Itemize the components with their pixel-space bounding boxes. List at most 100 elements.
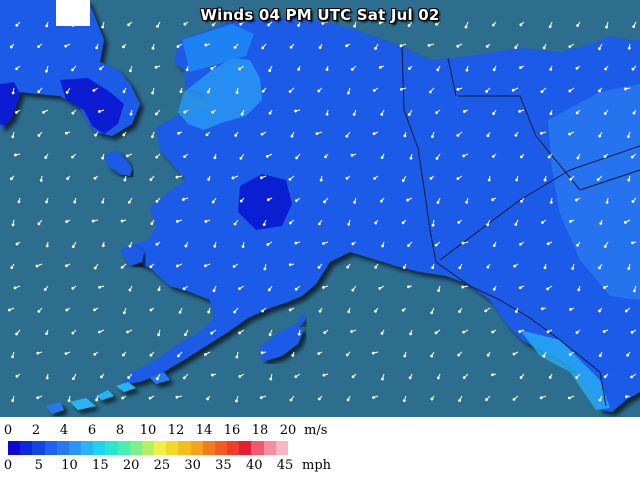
wind-arrow-head [542,46,546,50]
wind-arrow-head [603,375,607,379]
wind-arrow-head [92,88,96,92]
wind-arrow-head [71,245,75,249]
wind-arrow-head [571,267,575,270]
wind-arrow-head [568,132,571,136]
wind-arrow-head [126,154,129,158]
wind-arrow-head [42,110,45,114]
wind-arrow-head [408,67,411,71]
wind-arrow-head [598,266,601,270]
wind-arrow-head [95,46,99,50]
mph-tick-label: 20 [122,458,140,473]
wind-arrow-head [268,333,272,336]
wind-arrow-head [325,68,329,71]
wind-arrow-head [575,331,579,334]
wind-arrow-head [403,134,407,138]
wind-arrow-head [266,198,270,202]
southeast-bright-zone [520,330,610,410]
wind-arrow-head [11,135,15,139]
mph-tick-label: 0 [3,458,13,473]
wind-arrow-head [407,285,410,289]
wind-arrow-head [128,244,132,248]
wind-arrow-head [632,111,636,115]
wind-arrow-head [465,68,469,72]
wind-arrow-head [45,332,48,336]
wind-arrow-head [183,155,186,158]
wind-arrow-head [35,264,39,268]
wind-arrow-head [492,244,496,247]
wind-arrow-head [435,157,439,160]
scale-swatch [251,441,264,455]
wind-arrow-head [233,46,237,49]
wind-arrow-head [462,110,466,113]
wind-arrow-head [346,398,350,402]
wind-arrow-head [543,266,547,270]
mph-tick-label: 30 [184,458,201,473]
wind-arrow-head [373,177,376,180]
wind-arrow-head [407,244,410,247]
wind-arrow-head [211,110,215,114]
scale-swatch [117,441,130,455]
wind-arrow-head [149,353,153,357]
wind-arrow-head [576,156,580,160]
wind-arrow-head [15,67,18,71]
wind-arrow-head [352,113,356,116]
wind-arrow-head [99,67,102,71]
wind-arrow-head [372,396,375,399]
wind-arrow-head [323,331,327,335]
wind-arrows [7,21,637,403]
wind-arrow-head [37,90,41,94]
ms-tick-label: 14 [195,423,213,438]
wind-arrow-head [492,112,495,116]
wind-arrow-head [44,156,48,159]
wind-map[interactable]: Winds 04 PM UTC Sat Jul 02 [0,0,640,417]
wind-arrow-head [318,46,322,49]
wind-arrow-head [317,222,321,226]
wind-arrow-head [210,331,214,335]
wind-arrow-head [205,133,209,137]
wind-arrow-head [520,199,523,203]
wind-arrow-head [321,285,325,289]
ms-tick-label: 6 [87,423,97,438]
wind-arrow-head [487,178,491,182]
scale-swatch [32,441,45,455]
scale-swatch [68,441,82,455]
wind-arrow-head [437,289,441,292]
wind-arrow-head [122,353,125,357]
wind-arrow-head [513,264,517,268]
wind-arrow-head [289,45,293,49]
scale-swatch [93,441,106,455]
wind-arrow-head [624,87,627,91]
wind-arrow-head [45,69,48,73]
wind-arrow-head [289,398,293,402]
wind-arrow-head [350,330,354,333]
wind-arrow-head [568,353,572,356]
wind-arrow-head [403,354,407,358]
wind-arrow-head [568,89,572,93]
wind-arrow-head [603,155,607,158]
scale-swatch [214,441,228,455]
wind-arrow-head [345,44,349,48]
wind-arrow-head [10,266,14,269]
wind-arrow-head [185,68,189,72]
wind-arrow-head [156,24,159,28]
wind-arrow-head [435,111,439,115]
ms-tick-label: 16 [223,423,241,438]
wind-arrow-head [155,199,159,203]
wind-arrow-head [518,330,522,333]
wind-arrow-head [322,242,325,245]
wind-arrow-head [626,135,630,139]
wind-arrow-head [149,308,153,312]
wind-arrow-head [346,265,350,269]
wind-arrow-head [318,309,322,313]
wind-arrow-head [492,287,496,291]
wind-arrow-head [295,156,298,160]
wind-arrow-head [603,245,607,248]
wind-arrow-head [154,112,158,116]
wind-arrow-head [347,310,351,314]
wind-arrow-head [182,287,186,291]
wind-arrow-head [430,397,434,401]
wind-arrow-head [569,177,573,181]
ms-tick-label: 8 [115,423,125,438]
wind-arrow-head [17,200,21,204]
map-title: Winds 04 PM UTC Sat Jul 02 [200,6,440,24]
